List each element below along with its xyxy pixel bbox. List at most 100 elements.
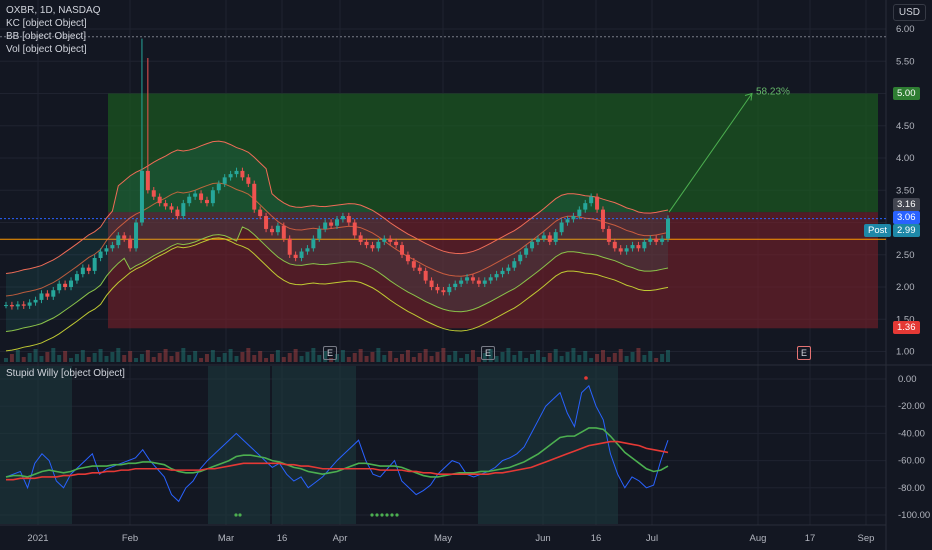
candle-body bbox=[317, 228, 322, 239]
volume-bar bbox=[535, 350, 540, 362]
time-tick-label: Aug bbox=[750, 533, 767, 544]
oscillator-title[interactable]: Stupid Willy [object Object] bbox=[6, 368, 125, 379]
candle-body bbox=[145, 170, 150, 191]
candle-body bbox=[329, 222, 334, 226]
target-price-tag: 5.00 bbox=[893, 87, 920, 100]
volume-bar bbox=[577, 355, 582, 362]
volume-bar bbox=[169, 356, 174, 362]
volume-bar bbox=[494, 356, 499, 362]
volume-bar bbox=[122, 355, 127, 362]
volume-bar bbox=[606, 357, 611, 362]
volume-bar bbox=[163, 349, 168, 362]
volume-bar bbox=[482, 353, 487, 362]
candle-body bbox=[547, 235, 552, 242]
price-tick-label: 4.00 bbox=[896, 153, 915, 164]
candle-body bbox=[352, 222, 357, 236]
candle-body bbox=[193, 193, 198, 197]
candle-body bbox=[470, 277, 475, 281]
candle-body bbox=[228, 174, 233, 178]
volume-bar bbox=[488, 349, 493, 362]
earnings-marker[interactable]: E bbox=[797, 346, 811, 360]
volume-bar bbox=[447, 355, 452, 362]
candle-body bbox=[429, 280, 434, 287]
post-label-tag: Post bbox=[864, 224, 892, 237]
volume-bar bbox=[630, 352, 635, 362]
osc-tick-label: 0.00 bbox=[898, 374, 917, 385]
volume-bar bbox=[181, 348, 186, 362]
osc-tick-label: -40.00 bbox=[898, 428, 925, 439]
price-tick-label: 3.50 bbox=[896, 185, 915, 196]
volume-bar bbox=[612, 353, 617, 362]
candle-body bbox=[80, 267, 85, 275]
time-tick-label: Sep bbox=[858, 533, 875, 544]
last-price-tag: 3.06 bbox=[893, 211, 920, 224]
volume-bar bbox=[429, 356, 434, 362]
signal-dot bbox=[390, 513, 394, 517]
vol-legend[interactable]: Vol [object Object] bbox=[6, 44, 87, 55]
candle-body bbox=[21, 304, 26, 306]
earnings-marker[interactable]: E bbox=[323, 346, 337, 360]
candle-body bbox=[518, 254, 523, 262]
candle-body bbox=[139, 170, 144, 223]
candle-body bbox=[116, 235, 121, 246]
volume-bar bbox=[441, 348, 446, 362]
candle-body bbox=[134, 222, 139, 249]
volume-bar bbox=[157, 353, 162, 362]
candle-body bbox=[293, 254, 298, 258]
candle-body bbox=[57, 283, 62, 291]
price-tick-label: 1.00 bbox=[896, 347, 915, 358]
volume-bar bbox=[299, 356, 304, 362]
time-tick-label: Apr bbox=[333, 533, 348, 544]
volume-bar bbox=[275, 350, 280, 362]
lower-band bbox=[5, 226, 669, 333]
osc-highlight bbox=[478, 366, 618, 524]
candle-body bbox=[435, 287, 440, 291]
candle-body bbox=[335, 219, 339, 226]
time-tick-label: Jun bbox=[535, 533, 550, 544]
volume-bar bbox=[264, 358, 269, 362]
candle-body bbox=[39, 293, 44, 300]
volume-bar bbox=[553, 349, 558, 362]
volume-bar bbox=[595, 354, 600, 362]
volume-bar bbox=[69, 358, 74, 362]
volume-bar bbox=[524, 358, 529, 362]
volume-bar bbox=[394, 358, 399, 362]
candle-body bbox=[559, 222, 564, 233]
kc-legend[interactable]: KC [object Object] bbox=[6, 18, 87, 29]
bb-legend[interactable]: BB [object Object] bbox=[6, 31, 87, 42]
candle-body bbox=[541, 235, 546, 239]
volume-bar bbox=[116, 348, 121, 362]
osc-tick-label: -20.00 bbox=[898, 401, 925, 412]
candle-body bbox=[92, 257, 97, 271]
candle-body bbox=[181, 203, 186, 217]
candle-body bbox=[630, 245, 635, 249]
candle-body bbox=[654, 238, 659, 242]
symbol-title[interactable]: OXBR, 1D, NASDAQ bbox=[6, 5, 101, 16]
volume-bar bbox=[618, 349, 623, 362]
volume-bar bbox=[364, 356, 369, 362]
volume-bar bbox=[51, 348, 56, 362]
volume-bar bbox=[86, 357, 91, 362]
volume-bar bbox=[98, 349, 103, 362]
candle-body bbox=[488, 277, 493, 281]
volume-bar bbox=[340, 350, 345, 362]
candle-body bbox=[305, 248, 310, 252]
volume-bar bbox=[335, 354, 339, 362]
signal-dot bbox=[584, 376, 588, 380]
candle-body bbox=[246, 177, 251, 184]
volume-bar bbox=[512, 355, 517, 362]
volume-bar bbox=[411, 357, 416, 362]
candle-body bbox=[216, 183, 221, 191]
currency-button[interactable]: USD bbox=[892, 4, 926, 21]
candle-body bbox=[9, 305, 14, 307]
earnings-marker[interactable]: E bbox=[481, 346, 495, 360]
candle-body bbox=[281, 225, 286, 239]
volume-bar bbox=[660, 354, 665, 362]
volume-bar bbox=[104, 356, 109, 362]
volume-bar bbox=[476, 357, 481, 362]
signal-dot bbox=[385, 513, 389, 517]
entry-price-tag: 3.16 bbox=[893, 198, 920, 211]
time-tick-label: 16 bbox=[277, 533, 288, 544]
signal-dot bbox=[380, 513, 384, 517]
